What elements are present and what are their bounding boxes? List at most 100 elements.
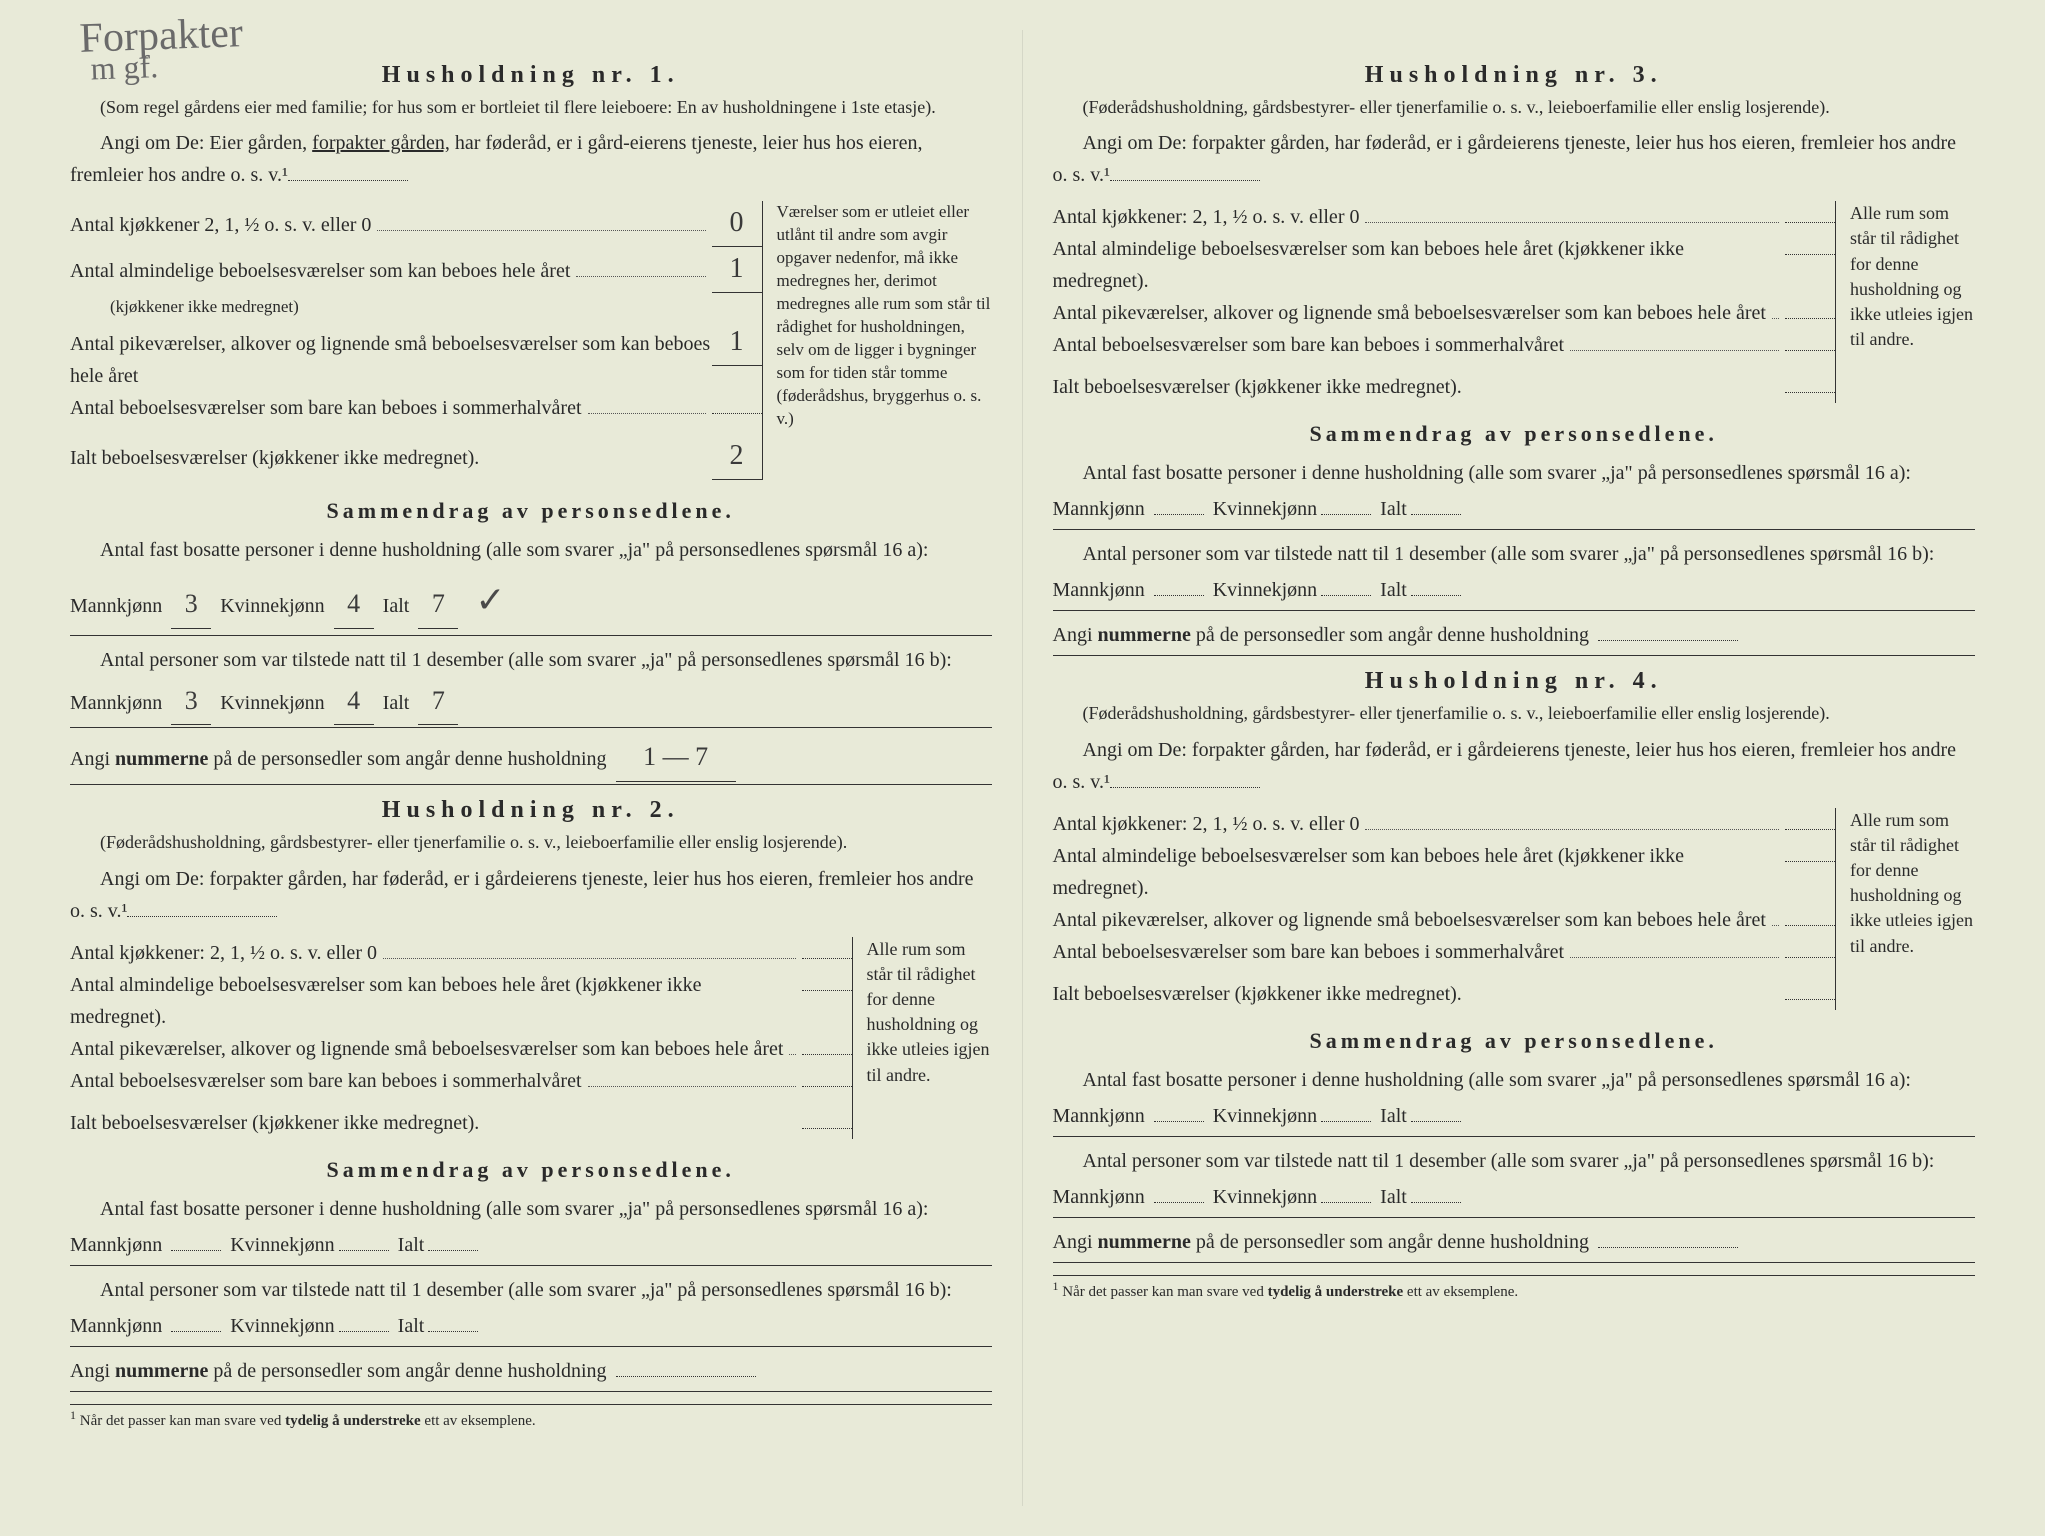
hh1-s2-i: 7 bbox=[418, 678, 458, 726]
hh2-angi: Angi om De: forpakter gården, har føderå… bbox=[70, 863, 992, 927]
hh2-pike: Antal pikeværelser, alkover og lignende … bbox=[70, 1033, 852, 1065]
left-footnote: 1 Når det passer kan man svare ved tydel… bbox=[70, 1404, 992, 1430]
hh2-summer-val bbox=[802, 1086, 852, 1087]
hh4-total-val bbox=[1785, 999, 1835, 1000]
hh3-ord-val bbox=[1785, 254, 1835, 255]
hh3-s1-m bbox=[1154, 514, 1204, 515]
hh4-kitchens: Antal kjøkkener: 2, 1, ½ o. s. v. eller … bbox=[1053, 808, 1836, 840]
hh1-s1-k: 4 bbox=[334, 581, 374, 629]
hh2-s2-i-label: Ialt bbox=[398, 1315, 425, 1337]
hh2-total: Ialt beboelsesværelser (kjøkkener ikke m… bbox=[70, 1107, 852, 1139]
hh1-summer-val bbox=[712, 413, 762, 414]
hh4-summary-title: Sammendrag av personsedlene. bbox=[1053, 1028, 1976, 1054]
hh2-nums-label: Angi nummerne på de personsedler som ang… bbox=[70, 1360, 607, 1382]
hh2-summer-label: Antal beboelsesværelser som bare kan beb… bbox=[70, 1065, 582, 1097]
hh3-summer: Antal beboelsesværelser som bare kan beb… bbox=[1053, 329, 1836, 361]
hh4-angi-text: Angi om De: forpakter gården, har føderå… bbox=[1053, 739, 1957, 793]
hh1-s2-k-label: Kvinnekjønn bbox=[220, 692, 324, 714]
hh4-ord: Antal almindelige beboelsesværelser som … bbox=[1053, 840, 1836, 904]
hh1-s2-i-label: Ialt bbox=[383, 692, 410, 714]
hh1-angi-pre: Angi om De: Eier gården, bbox=[100, 132, 312, 154]
hh1-summer: Antal beboelsesværelser som bare kan beb… bbox=[70, 392, 762, 424]
hh2-s2: Antal personer som var tilstede natt til… bbox=[70, 1272, 992, 1347]
hh3-ord-label: Antal almindelige beboelsesværelser som … bbox=[1053, 233, 1774, 297]
hh1-s1-m: 3 bbox=[171, 581, 211, 629]
hh4-pike-label: Antal pikeværelser, alkover og lignende … bbox=[1053, 904, 1766, 936]
hh2-title: Husholdning nr. 2. bbox=[70, 797, 992, 824]
hh4-pike-val bbox=[1785, 925, 1835, 926]
hh4-total: Ialt beboelsesværelser (kjøkkener ikke m… bbox=[1053, 978, 1836, 1010]
hh3-angi-text: Angi om De: forpakter gården, har føderå… bbox=[1053, 132, 1957, 186]
hh1-angi: Angi om De: Eier gården, forpakter gårde… bbox=[70, 127, 992, 191]
hh4-s1-i-label: Ialt bbox=[1380, 1105, 1407, 1127]
hh3-s2-k-label: Kvinnekjønn bbox=[1213, 579, 1317, 601]
hh4-total-label: Ialt beboelsesværelser (kjøkkener ikke m… bbox=[1053, 978, 1462, 1010]
hh1-kitchens: Antal kjøkkener 2, 1, ½ o. s. v. eller 0… bbox=[70, 201, 762, 247]
hh3-s2: Antal personer som var tilstede natt til… bbox=[1053, 536, 1976, 611]
hh1-s1-i: 7 bbox=[418, 581, 458, 629]
hh4-subnote: (Føderådshusholdning, gårdsbestyrer- ell… bbox=[1053, 701, 1976, 725]
hh2-rooms-left: Antal kjøkkener: 2, 1, ½ o. s. v. eller … bbox=[70, 937, 852, 1139]
right-footnote: 1 Når det passer kan man svare ved tydel… bbox=[1053, 1275, 1976, 1301]
hh4-summer-val bbox=[1785, 957, 1835, 958]
hh2-angi-fill bbox=[127, 916, 277, 917]
hh1-kitchens-label: Antal kjøkkener 2, 1, ½ o. s. v. eller 0 bbox=[70, 209, 371, 241]
hh4-kitchens-label: Antal kjøkkener: 2, 1, ½ o. s. v. eller … bbox=[1053, 808, 1360, 840]
hh1-nums: Angi nummerne på de personsedler som ang… bbox=[70, 734, 992, 785]
hh1-ord-val: 1 bbox=[712, 247, 762, 293]
hh4-s1: Antal fast bosatte personer i denne hush… bbox=[1053, 1062, 1976, 1137]
hh3-kitchens-label: Antal kjøkkener: 2, 1, ½ o. s. v. eller … bbox=[1053, 201, 1360, 233]
hh1-s1: Antal fast bosatte personer i denne hush… bbox=[70, 532, 992, 636]
hh4-pike: Antal pikeværelser, alkover og lignende … bbox=[1053, 904, 1836, 936]
hh1-s1-k-label: Kvinnekjønn bbox=[220, 595, 324, 617]
hh3-ord: Antal almindelige beboelsesværelser som … bbox=[1053, 233, 1836, 297]
hh1-rooms-left: Antal kjøkkener 2, 1, ½ o. s. v. eller 0… bbox=[70, 201, 762, 480]
hh1-total-val: 2 bbox=[712, 434, 762, 480]
hh1-sidenote: Værelser som er utleiet eller utlånt til… bbox=[762, 201, 992, 480]
hh3-s1-text: Antal fast bosatte personer i denne hush… bbox=[1053, 462, 1912, 520]
hh1-total-label: Ialt beboelsesværelser (kjøkkener ikke m… bbox=[70, 442, 479, 474]
hh3-summer-val bbox=[1785, 350, 1835, 351]
hh4-ord-val bbox=[1785, 861, 1835, 862]
hh3-s1-k bbox=[1321, 514, 1371, 515]
hh3-s2-i bbox=[1411, 595, 1461, 596]
hh1-kitchens-val: 0 bbox=[712, 201, 762, 247]
hh4-sidenote: Alle rum som står til rådighet for denne… bbox=[1835, 808, 1975, 1010]
hh4-s2-m bbox=[1154, 1202, 1204, 1203]
hh4-s2: Antal personer som var tilstede natt til… bbox=[1053, 1143, 1976, 1218]
hh3-s1-i-label: Ialt bbox=[1380, 498, 1407, 520]
hh2-s2-text: Antal personer som var tilstede natt til… bbox=[70, 1279, 952, 1337]
hh2-kitchens-val bbox=[802, 958, 852, 959]
hh4-rooms-block: Antal kjøkkener: 2, 1, ½ o. s. v. eller … bbox=[1053, 808, 1976, 1010]
hh4-s1-k bbox=[1321, 1121, 1371, 1122]
hh2-s2-i bbox=[428, 1331, 478, 1332]
hh2-kitchens-label: Antal kjøkkener: 2, 1, ½ o. s. v. eller … bbox=[70, 937, 377, 969]
hh2-s1-i-label: Ialt bbox=[398, 1234, 425, 1256]
hh3-summer-label: Antal beboelsesværelser som bare kan beb… bbox=[1053, 329, 1565, 361]
left-page: Forpakter m gf. Husholdning nr. 1. (Som … bbox=[40, 30, 1023, 1506]
hh4-s2-k bbox=[1321, 1202, 1371, 1203]
hh4-rooms-left: Antal kjøkkener: 2, 1, ½ o. s. v. eller … bbox=[1053, 808, 1836, 1010]
hh4-angi: Angi om De: forpakter gården, har føderå… bbox=[1053, 734, 1976, 798]
hh3-s2-text: Antal personer som var tilstede natt til… bbox=[1053, 543, 1935, 601]
hh1-ord: Antal almindelige beboelsesværelser som … bbox=[70, 247, 762, 293]
hh2-pike-label: Antal pikeværelser, alkover og lignende … bbox=[70, 1033, 783, 1065]
handwritten-annotation: Forpakter m gf. bbox=[79, 17, 244, 82]
hh2-s1-k bbox=[339, 1250, 389, 1251]
hh4-s1-m bbox=[1154, 1121, 1204, 1122]
hh1-summary-title: Sammendrag av personsedlene. bbox=[70, 498, 992, 524]
hh1-pike: Antal pikeværelser, alkover og lignende … bbox=[70, 320, 762, 392]
hh2-s2-k bbox=[339, 1331, 389, 1332]
hh4-s1-text: Antal fast bosatte personer i denne hush… bbox=[1053, 1069, 1912, 1127]
hh4-s1-k-label: Kvinnekjønn bbox=[1213, 1105, 1317, 1127]
hh1-ord-sub: (kjøkkener ikke medregnet) bbox=[70, 293, 762, 320]
hh1-pike-label: Antal pikeværelser, alkover og lignende … bbox=[70, 328, 712, 392]
hh3-total-val bbox=[1785, 392, 1835, 393]
checkmark-icon: ✓ bbox=[475, 579, 505, 620]
hh3-nums: Angi nummerne på de personsedler som ang… bbox=[1053, 617, 1976, 656]
hh2-ord-val bbox=[802, 990, 852, 991]
hh2-subnote: (Føderådshusholdning, gårdsbestyrer- ell… bbox=[70, 830, 992, 854]
hh4-ord-label: Antal almindelige beboelsesværelser som … bbox=[1053, 840, 1774, 904]
hh4-s2-i bbox=[1411, 1202, 1461, 1203]
hh3-s2-i-label: Ialt bbox=[1380, 579, 1407, 601]
